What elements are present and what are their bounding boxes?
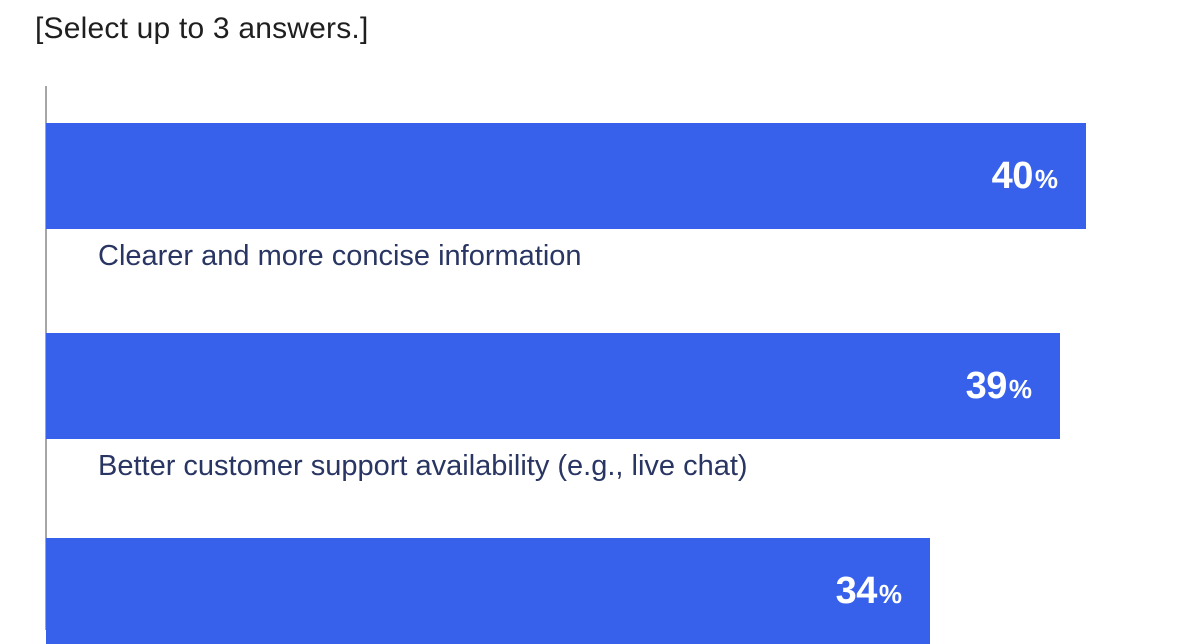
bar-value-label: 40% (992, 157, 1058, 195)
bar-value-percent-sign: % (878, 579, 902, 609)
bar-3: 34% (46, 538, 930, 644)
bar-value-percent-sign: % (1008, 374, 1032, 404)
bar-2: 39% (46, 333, 1060, 439)
bar-value-percent-sign: % (1034, 164, 1058, 194)
category-label-2: Better customer support availability (e.… (98, 450, 748, 482)
bar-value-label: 34% (836, 572, 902, 610)
bar-1: 40% (46, 123, 1086, 229)
category-label-1: Clearer and more concise information (98, 240, 582, 272)
bar-value-label: 39% (966, 367, 1032, 405)
bar-value-number: 39 (965, 365, 1008, 407)
bar-value-number: 40 (991, 155, 1034, 197)
chart-title: [Select up to 3 answers.] (35, 12, 369, 45)
bar-chart: [Select up to 3 answers.] 40% Clearer and… (35, 12, 1086, 644)
bar-value-number: 34 (835, 570, 878, 612)
